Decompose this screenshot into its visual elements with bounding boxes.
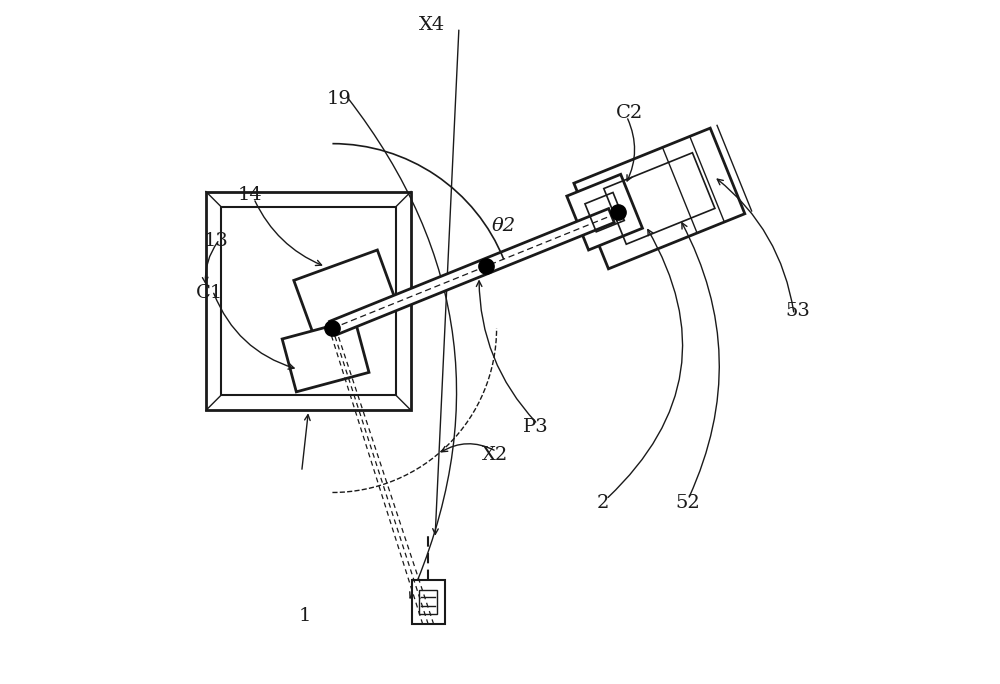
Text: C2: C2 — [616, 104, 644, 122]
Text: 53: 53 — [785, 302, 810, 320]
Text: 1: 1 — [299, 607, 311, 624]
Text: 52: 52 — [676, 494, 700, 512]
Text: 2: 2 — [596, 494, 609, 512]
Polygon shape — [412, 580, 445, 624]
Polygon shape — [574, 128, 745, 269]
Polygon shape — [206, 192, 411, 410]
Text: 19: 19 — [327, 90, 352, 108]
Text: 13: 13 — [204, 232, 229, 250]
Polygon shape — [282, 319, 369, 392]
Polygon shape — [294, 250, 398, 339]
Text: X4: X4 — [418, 16, 445, 34]
Text: C1: C1 — [196, 284, 223, 302]
Polygon shape — [567, 174, 642, 250]
Text: θ2: θ2 — [491, 217, 515, 235]
Text: P3: P3 — [523, 419, 549, 436]
Text: X2: X2 — [482, 446, 508, 464]
Polygon shape — [330, 209, 614, 335]
Text: 14: 14 — [238, 186, 263, 204]
